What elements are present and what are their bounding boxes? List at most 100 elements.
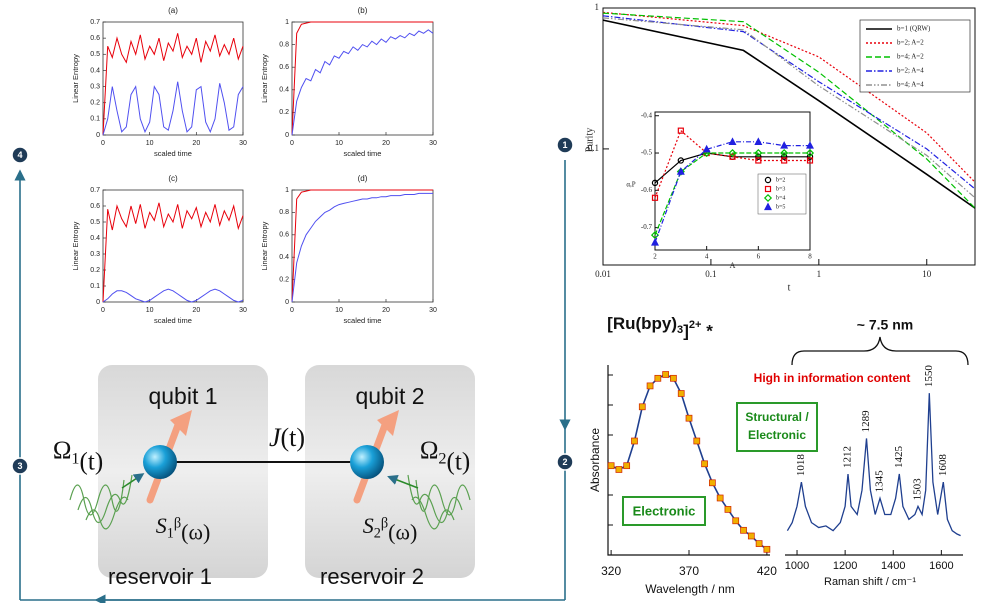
- peak-label: 1503: [912, 478, 924, 501]
- entropy-line: [291, 192, 433, 303]
- inset-point: [754, 148, 763, 158]
- bath-label-part: 2: [374, 526, 381, 542]
- x-tick-label: 320: [601, 564, 621, 578]
- x-tick-label: 1400: [881, 560, 905, 572]
- legend-label: b=2; A=2: [897, 39, 924, 47]
- x-tick-label: 370: [679, 564, 699, 578]
- absorbance-point: [724, 506, 732, 513]
- absorbance-point: [763, 545, 771, 553]
- x-tick-label: 10: [335, 307, 343, 314]
- y-tick-label: 0.1: [588, 143, 599, 153]
- y-tick-label: -0.5: [641, 149, 653, 157]
- box-label: Structural /: [745, 410, 809, 424]
- x-axis-label: t: [788, 282, 791, 293]
- inset-point: [677, 157, 685, 164]
- y-tick-label: 0.4: [279, 87, 289, 94]
- y-tick-label: 0.6: [90, 203, 100, 210]
- inset-point: [806, 153, 814, 160]
- y-axis-label: Purity: [584, 128, 595, 152]
- absorbance-point: [693, 437, 701, 445]
- formula-part: *: [701, 322, 713, 341]
- peak-label: 1425: [893, 446, 905, 469]
- label-box: [736, 402, 818, 452]
- absorbance-point: [716, 494, 724, 502]
- legend-label: b=2; A=4: [897, 67, 924, 75]
- qubit-label: qubit 2: [355, 383, 424, 409]
- x-tick-label: 0.1: [705, 269, 716, 279]
- inset-point: [728, 148, 737, 158]
- panel-title: (c): [168, 174, 178, 183]
- panel-title: (d): [358, 174, 368, 183]
- x-axis-label: scaled time: [154, 316, 192, 325]
- legend-marker: [763, 193, 773, 203]
- x-tick-label: 1000: [785, 560, 809, 572]
- peak-label: 1018: [795, 454, 807, 477]
- coupling-label-part: (t): [281, 423, 306, 452]
- entropy-line: [102, 202, 244, 303]
- reservoir-label: reservoir 1: [108, 564, 212, 589]
- legend-marker: [764, 202, 772, 211]
- step-number: 3: [17, 461, 22, 471]
- inset-point: [651, 238, 659, 246]
- x-tick-label: 10: [146, 307, 154, 314]
- x-tick-label: 10: [335, 140, 343, 147]
- inset-point: [728, 137, 737, 145]
- drive-label-part: (t): [80, 448, 104, 475]
- x-tick-label: 0: [290, 307, 294, 314]
- legend-label: b=5: [776, 204, 785, 210]
- inset-point: [806, 157, 814, 164]
- y-tick-label: 0.2: [279, 109, 289, 116]
- panel-frame: [291, 189, 434, 303]
- inset-point: [676, 167, 685, 175]
- peak-label: 1550: [923, 365, 935, 388]
- note: High in information content: [754, 371, 911, 385]
- x-tick-label: 2: [653, 253, 657, 261]
- x-tick-label: 4: [705, 253, 709, 261]
- y-axis-label: Linear Entropy: [71, 54, 80, 103]
- bath-label: S2β(ω): [363, 513, 418, 545]
- inset-point: [805, 148, 815, 158]
- legend-marker: [764, 176, 772, 184]
- bath-label-part: S: [156, 513, 167, 538]
- y-tick-label: 1: [285, 19, 289, 26]
- y-tick-label: 0.2: [90, 100, 100, 107]
- axes: [607, 365, 770, 556]
- x-tick-label: 420: [757, 564, 777, 578]
- formula-part: [Ru(bpy): [607, 314, 677, 333]
- bath-label-part: 1: [167, 526, 174, 542]
- inset-point: [780, 153, 788, 160]
- formula-part: 2+: [689, 319, 702, 331]
- x-tick-label: 0: [101, 140, 105, 147]
- x-axis-label: A: [730, 261, 736, 270]
- absorbance-point: [709, 479, 716, 487]
- y-tick-label: 1: [595, 2, 600, 12]
- inset-frame: [654, 111, 811, 251]
- x-tick-label: 30: [239, 307, 247, 314]
- purity-line: [602, 17, 976, 199]
- step-number: 2: [562, 457, 567, 467]
- absorbance-point: [755, 540, 763, 547]
- absorbance-point: [607, 462, 615, 470]
- y-tick-label: 0.6: [279, 64, 289, 71]
- bath-label-part: S: [363, 513, 374, 538]
- x-tick-label: 0.01: [595, 269, 611, 279]
- absorbance-point: [732, 517, 740, 525]
- inset-point: [677, 127, 684, 134]
- raman-line: [786, 393, 961, 537]
- peak-label: 1345: [874, 470, 886, 493]
- absorbance-point: [685, 414, 693, 422]
- bath-label-part: (ω): [181, 520, 210, 545]
- entropy-line: [291, 189, 433, 303]
- absorbance-point: [654, 374, 662, 382]
- inset-point: [755, 153, 762, 160]
- y-tick-label: 0.8: [279, 41, 289, 48]
- y-tick-label: 0.8: [279, 209, 289, 216]
- x-axis-label: scaled time: [344, 316, 382, 325]
- y-tick-label: 0: [285, 132, 289, 139]
- y-tick-label: 0.1: [90, 116, 100, 123]
- panel-frame: [102, 189, 244, 303]
- entropy-line: [291, 29, 434, 136]
- coupling-label: J(t): [269, 423, 305, 452]
- qubit-label: qubit 1: [148, 383, 217, 409]
